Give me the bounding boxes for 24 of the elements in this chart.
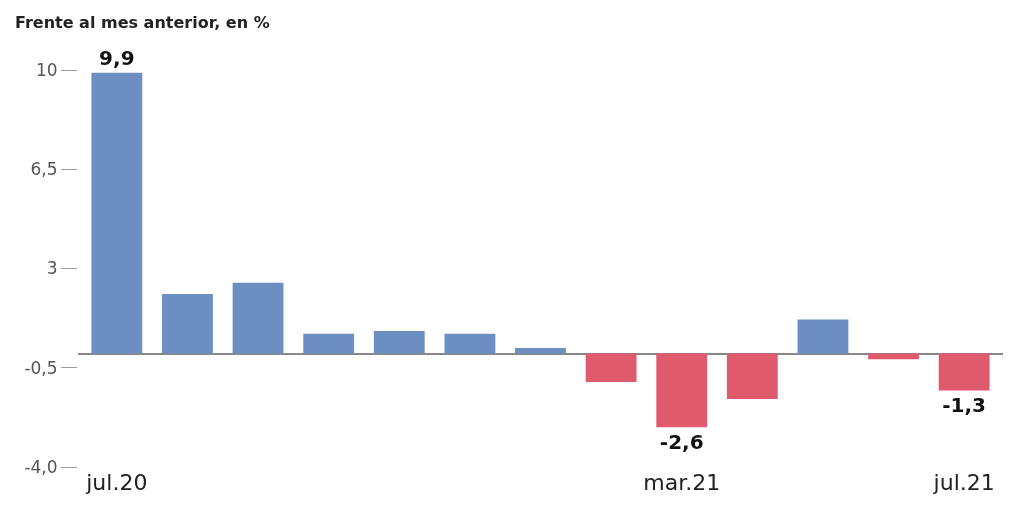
- bar: [373, 330, 425, 354]
- bar: [726, 353, 778, 399]
- bar: [232, 282, 284, 354]
- x-tick-label: mar.21: [643, 470, 721, 495]
- data-label: 9,9: [99, 45, 135, 70]
- bar: [303, 333, 355, 354]
- bar: [938, 353, 990, 391]
- bar: [162, 294, 213, 354]
- bar: [656, 353, 708, 428]
- bar: [91, 72, 143, 354]
- y-tick-label: 6,5: [30, 159, 58, 180]
- x-tick-label: jul.20: [85, 470, 148, 495]
- y-tick-label: -4,0: [24, 456, 58, 477]
- y-tick-label: 10: [35, 59, 58, 80]
- data-label: -1,3: [942, 393, 987, 418]
- y-tick-label: -0,5: [24, 357, 58, 378]
- bar: [444, 333, 496, 354]
- chart-subtitle: Frente al mes anterior, en %: [15, 13, 270, 32]
- y-tick-label: 3: [46, 258, 58, 279]
- bar: [515, 347, 566, 354]
- bar: [585, 353, 637, 382]
- x-tick-label: jul.21: [932, 470, 995, 495]
- bar: [797, 319, 849, 354]
- data-label: -2,6: [659, 430, 704, 455]
